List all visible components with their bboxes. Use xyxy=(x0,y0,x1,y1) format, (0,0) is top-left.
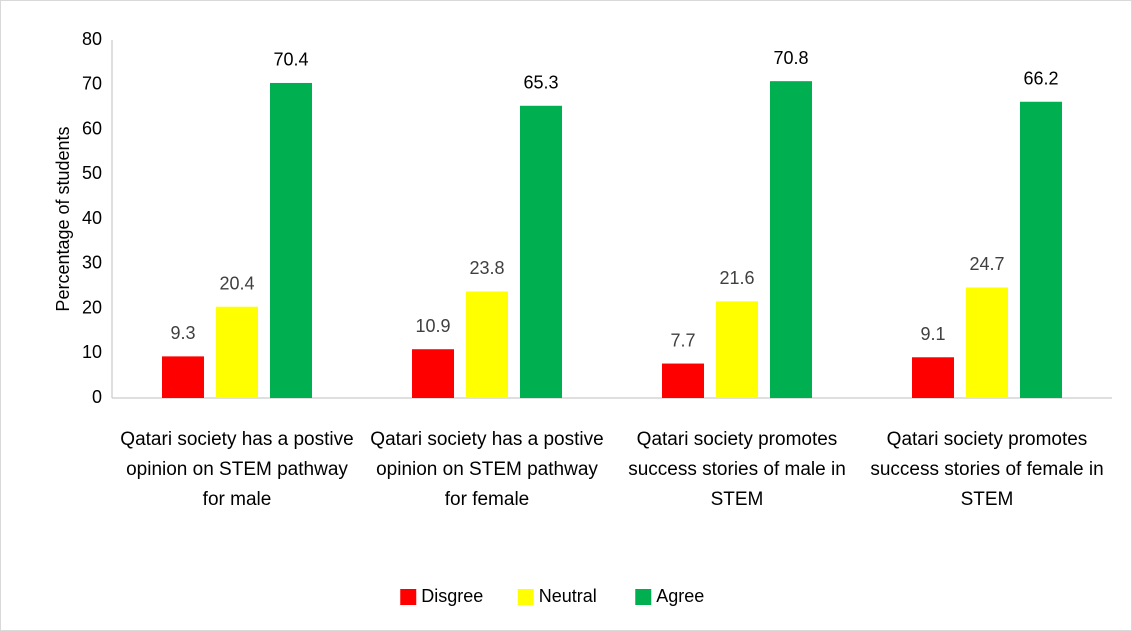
data-label: 70.4 xyxy=(273,50,308,70)
legend-label: Neutral xyxy=(539,586,597,606)
y-tick-label: 80 xyxy=(82,29,102,49)
y-tick-label: 40 xyxy=(82,208,102,228)
legend-swatch xyxy=(400,589,417,605)
y-axis-label: Percentage of students xyxy=(53,126,73,311)
bar xyxy=(520,105,562,398)
data-label: 23.8 xyxy=(469,258,504,278)
bar xyxy=(966,287,1008,398)
y-tick-label: 60 xyxy=(82,118,102,138)
x-tick-label: Qatari society has a postive opinion on … xyxy=(370,429,604,510)
y-tick-label: 50 xyxy=(82,163,102,183)
y-tick-label: 30 xyxy=(82,253,102,273)
bar xyxy=(466,291,508,398)
bar xyxy=(162,356,204,398)
bar xyxy=(770,81,812,399)
data-label: 24.7 xyxy=(969,254,1004,274)
data-label: 9.1 xyxy=(920,324,945,344)
bar xyxy=(912,357,954,398)
data-label: 20.4 xyxy=(219,273,254,293)
data-label: 21.6 xyxy=(719,268,754,288)
y-tick-label: 10 xyxy=(82,342,102,362)
x-tick-label: Qatari society promotes success stories … xyxy=(870,429,1104,510)
legend-label: Agree xyxy=(656,586,704,606)
data-label: 9.3 xyxy=(170,323,195,343)
data-label: 65.3 xyxy=(523,73,558,93)
bar xyxy=(662,363,704,398)
y-tick-label: 20 xyxy=(82,297,102,317)
legend-swatch xyxy=(517,589,534,605)
x-tick-label: Qatari society promotes success stories … xyxy=(628,429,846,510)
bar xyxy=(270,82,312,399)
bar xyxy=(412,349,454,398)
x-tick-label: Qatari society has a postive opinion on … xyxy=(120,429,354,510)
legend-label: Disgree xyxy=(421,586,483,606)
y-tick-label: 70 xyxy=(82,74,102,94)
bar xyxy=(216,306,258,398)
data-label: 10.9 xyxy=(415,316,450,336)
y-tick-label: 0 xyxy=(92,387,102,407)
data-label: 66.2 xyxy=(1023,69,1058,89)
data-label: 70.8 xyxy=(773,48,808,68)
data-label: 7.7 xyxy=(670,330,695,350)
legend-swatch xyxy=(635,589,652,605)
bar xyxy=(716,301,758,398)
bar xyxy=(1020,101,1062,398)
